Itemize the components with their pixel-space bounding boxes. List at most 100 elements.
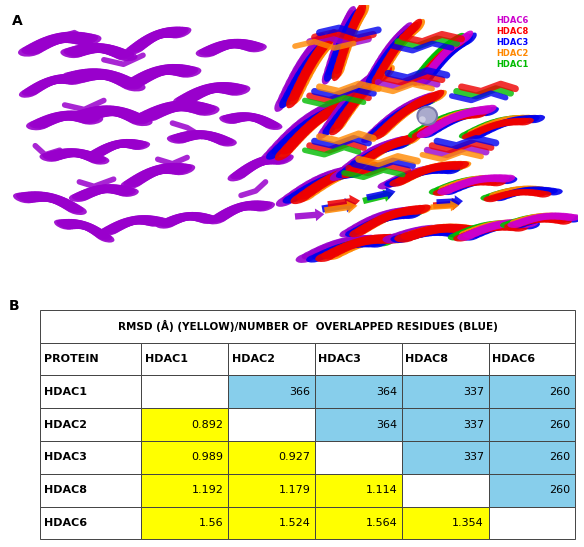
- Ellipse shape: [173, 213, 193, 222]
- Ellipse shape: [490, 191, 506, 198]
- Ellipse shape: [373, 141, 391, 153]
- Ellipse shape: [377, 142, 395, 154]
- Ellipse shape: [368, 72, 383, 88]
- Ellipse shape: [364, 76, 379, 92]
- Ellipse shape: [279, 92, 293, 108]
- Ellipse shape: [352, 236, 372, 247]
- Ellipse shape: [464, 128, 481, 136]
- Ellipse shape: [327, 246, 348, 256]
- Ellipse shape: [258, 154, 277, 165]
- Ellipse shape: [338, 30, 349, 46]
- Ellipse shape: [85, 154, 106, 164]
- Ellipse shape: [375, 68, 391, 84]
- Bar: [489, 441, 575, 474]
- Ellipse shape: [130, 141, 150, 150]
- Ellipse shape: [440, 161, 458, 170]
- Ellipse shape: [475, 107, 493, 117]
- Ellipse shape: [335, 242, 353, 251]
- Ellipse shape: [447, 40, 460, 52]
- Ellipse shape: [517, 217, 534, 224]
- Ellipse shape: [214, 82, 238, 94]
- Ellipse shape: [546, 213, 562, 220]
- Ellipse shape: [332, 237, 352, 247]
- Ellipse shape: [371, 146, 390, 157]
- Bar: [228, 375, 315, 408]
- Ellipse shape: [460, 177, 478, 184]
- Ellipse shape: [78, 222, 98, 232]
- Ellipse shape: [334, 61, 345, 78]
- Ellipse shape: [474, 178, 491, 185]
- Ellipse shape: [347, 239, 366, 248]
- Ellipse shape: [448, 43, 461, 55]
- Ellipse shape: [327, 170, 347, 182]
- Ellipse shape: [434, 185, 451, 193]
- Ellipse shape: [238, 201, 258, 211]
- Text: HDAC8: HDAC8: [496, 27, 528, 36]
- Ellipse shape: [319, 241, 340, 251]
- Ellipse shape: [522, 187, 538, 194]
- Ellipse shape: [561, 215, 576, 222]
- Ellipse shape: [374, 69, 389, 85]
- Ellipse shape: [436, 43, 450, 56]
- Ellipse shape: [449, 183, 464, 190]
- Ellipse shape: [155, 220, 175, 229]
- Ellipse shape: [321, 34, 335, 50]
- Ellipse shape: [500, 176, 517, 184]
- Ellipse shape: [314, 244, 334, 254]
- Ellipse shape: [464, 228, 482, 235]
- Ellipse shape: [412, 94, 429, 107]
- Ellipse shape: [465, 108, 482, 117]
- Ellipse shape: [124, 216, 145, 225]
- Text: A: A: [12, 14, 22, 27]
- Ellipse shape: [479, 222, 497, 230]
- Ellipse shape: [331, 104, 346, 120]
- Ellipse shape: [54, 149, 75, 158]
- Ellipse shape: [438, 224, 459, 232]
- Ellipse shape: [100, 71, 125, 82]
- Ellipse shape: [89, 68, 115, 80]
- Ellipse shape: [311, 112, 328, 125]
- Ellipse shape: [210, 42, 232, 51]
- Ellipse shape: [413, 225, 434, 235]
- Ellipse shape: [127, 75, 151, 86]
- Ellipse shape: [342, 101, 357, 117]
- Ellipse shape: [401, 231, 422, 240]
- Bar: [141, 441, 228, 474]
- Ellipse shape: [347, 13, 358, 29]
- Ellipse shape: [443, 229, 462, 237]
- Ellipse shape: [412, 19, 425, 34]
- Ellipse shape: [516, 219, 533, 226]
- Ellipse shape: [390, 39, 403, 53]
- Ellipse shape: [395, 106, 412, 117]
- Ellipse shape: [495, 220, 514, 229]
- Ellipse shape: [154, 163, 177, 174]
- Ellipse shape: [537, 213, 553, 219]
- Ellipse shape: [500, 188, 516, 195]
- Ellipse shape: [245, 43, 267, 53]
- Ellipse shape: [381, 118, 398, 131]
- Ellipse shape: [469, 125, 486, 133]
- Ellipse shape: [280, 138, 300, 154]
- Ellipse shape: [420, 225, 441, 234]
- Ellipse shape: [300, 67, 314, 85]
- Ellipse shape: [304, 113, 322, 127]
- Ellipse shape: [336, 44, 347, 60]
- Ellipse shape: [266, 154, 286, 165]
- Ellipse shape: [459, 225, 479, 234]
- Ellipse shape: [343, 34, 354, 52]
- Ellipse shape: [133, 71, 158, 83]
- Ellipse shape: [448, 114, 466, 123]
- Ellipse shape: [22, 86, 42, 96]
- Ellipse shape: [341, 164, 359, 174]
- Ellipse shape: [432, 225, 453, 234]
- Ellipse shape: [474, 226, 492, 234]
- Ellipse shape: [317, 107, 335, 123]
- Ellipse shape: [342, 242, 361, 252]
- Ellipse shape: [494, 190, 509, 197]
- Ellipse shape: [474, 225, 493, 234]
- Ellipse shape: [221, 39, 244, 49]
- Ellipse shape: [82, 68, 108, 80]
- Ellipse shape: [552, 217, 567, 224]
- Ellipse shape: [145, 106, 171, 117]
- Ellipse shape: [452, 36, 465, 48]
